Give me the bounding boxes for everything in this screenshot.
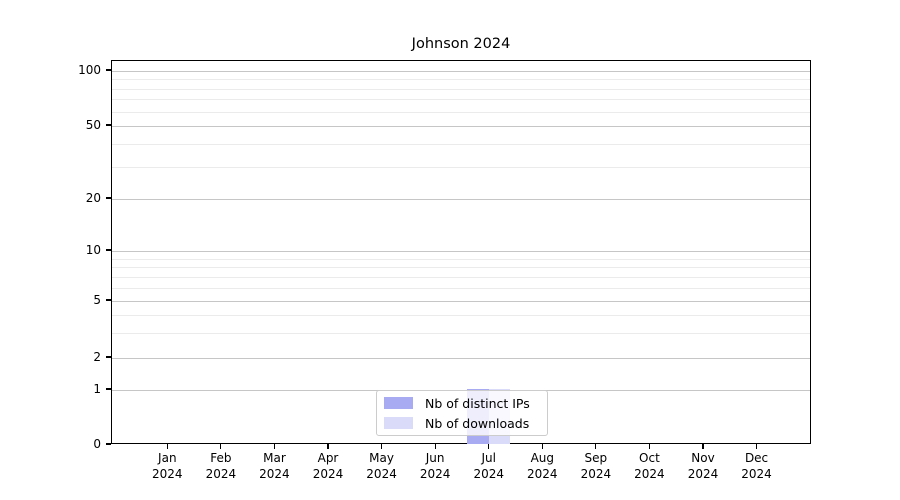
gridline-major [112, 199, 810, 200]
gridline-minor [112, 88, 810, 90]
gridline-minor [112, 111, 810, 113]
x-tick-label: Sep 2024 [580, 451, 612, 481]
y-tick-mark [106, 124, 111, 126]
y-tick-label: 10 [85, 243, 101, 257]
legend-label-distinct-ips: Nb of distinct IPs [425, 395, 530, 411]
x-tick-mark [273, 444, 276, 449]
legend-label-downloads: Nb of downloads [425, 415, 530, 431]
x-tick-mark [755, 444, 758, 449]
gridline-minor [112, 287, 810, 289]
y-tick-mark [106, 299, 111, 301]
gridline-major [112, 301, 810, 302]
y-tick-label: 100 [78, 63, 101, 77]
x-tick-mark [434, 444, 436, 449]
y-tick-mark [106, 197, 111, 199]
x-tick-mark [220, 444, 222, 449]
legend-swatch-downloads [384, 417, 413, 429]
x-tick-mark [595, 444, 597, 449]
x-tick-label: Jun 2024 [419, 451, 451, 481]
gridline-minor [112, 314, 810, 316]
x-tick-label: Dec 2024 [741, 451, 772, 481]
chart-title: Johnson 2024 [411, 36, 511, 52]
legend-swatch-distinct-ips [384, 397, 413, 409]
y-tick-label: 20 [85, 191, 101, 205]
x-tick-label: Mar 2024 [259, 451, 290, 481]
y-tick-mark [106, 443, 111, 445]
y-tick-label: 5 [93, 293, 101, 307]
x-tick-mark [380, 444, 383, 449]
x-tick-label: Nov 2024 [687, 451, 719, 481]
x-tick-label: Aug 2024 [527, 451, 558, 481]
y-tick-mark [106, 69, 111, 71]
x-tick-mark [541, 444, 543, 449]
x-tick-mark [702, 444, 704, 449]
plot-area [111, 60, 811, 444]
x-tick-mark [488, 444, 490, 449]
x-tick-label: Jan 2024 [152, 451, 183, 481]
y-tick-mark [106, 388, 111, 390]
gridline-minor [112, 99, 810, 101]
gridline-minor [112, 258, 810, 260]
gridline-major [112, 251, 810, 252]
x-tick-mark [327, 444, 329, 449]
y-tick-mark [106, 356, 111, 358]
x-tick-label: Jul 2024 [473, 451, 504, 481]
gridline-minor [112, 267, 810, 269]
x-tick-label: Feb 2024 [205, 451, 237, 481]
gridline-major [112, 358, 810, 359]
x-tick-mark [648, 444, 651, 449]
gridline-minor [112, 332, 810, 334]
y-tick-label: 1 [93, 382, 101, 396]
gridline-major [112, 71, 810, 72]
gridline-minor [112, 166, 810, 168]
legend-item-downloads: Nb of downloads [377, 415, 547, 432]
legend-item-distinct-ips: Nb of distinct IPs [377, 395, 547, 412]
y-tick-label: 0 [93, 437, 101, 451]
legend: Nb of distinct IPs Nb of downloads [376, 390, 548, 436]
gridline-minor [112, 79, 810, 81]
x-tick-label: Oct 2024 [634, 451, 665, 481]
gridline-minor [112, 276, 810, 278]
y-tick-label: 50 [85, 118, 101, 132]
x-tick-label: Apr 2024 [312, 451, 344, 481]
y-tick-label: 2 [93, 350, 101, 364]
gridline-minor [112, 143, 810, 145]
gridline-major [112, 126, 810, 127]
y-tick-mark [106, 249, 111, 251]
x-tick-label: May 2024 [366, 451, 397, 481]
x-tick-mark [166, 444, 168, 449]
